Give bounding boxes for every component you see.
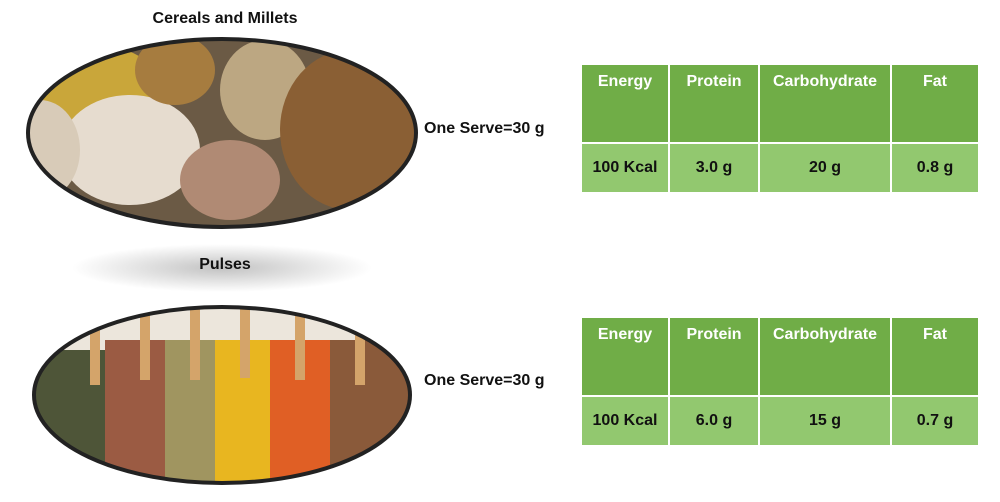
header-cell: Carbohydrate xyxy=(758,63,892,144)
serve-size: One Serve=30 g xyxy=(424,372,545,389)
value-cell: 6.0 g xyxy=(668,395,760,447)
header-cell: Protein xyxy=(668,316,760,397)
serve-size: One Serve=30 g xyxy=(424,120,545,137)
header-row: Energy Protein Carbohydrate Fat xyxy=(580,63,980,144)
pulses-image xyxy=(34,307,410,483)
header-cell: Energy xyxy=(580,63,670,144)
header-cell: Fat xyxy=(890,316,980,397)
value-cell: 100 Kcal xyxy=(580,142,670,194)
nutrition-table: Energy Protein Carbohydrate Fat 100 Kcal 6.0 … xyxy=(580,316,980,447)
value-cell: 0.8 g xyxy=(890,142,980,194)
header-cell: Fat xyxy=(890,63,980,144)
value-cell: 3.0 g xyxy=(668,142,760,194)
header-cell: Protein xyxy=(668,63,760,144)
nutrition-table: Energy Protein Carbohydrate Fat 100 Kcal 3.0 … xyxy=(580,63,980,194)
header-cell: Energy xyxy=(580,316,670,397)
section-title: Pulses xyxy=(199,256,251,273)
value-row: 100 Kcal 6.0 g 15 g 0.7 g xyxy=(580,395,980,447)
value-cell: 100 Kcal xyxy=(580,395,670,447)
cereals-image xyxy=(28,39,416,227)
header-cell: Carbohydrate xyxy=(758,316,892,397)
section-title: Cereals and Millets xyxy=(152,10,298,27)
value-cell: 15 g xyxy=(758,395,892,447)
value-row: 100 Kcal 3.0 g 20 g 0.8 g xyxy=(580,142,980,194)
value-cell: 20 g xyxy=(758,142,892,194)
header-row: Energy Protein Carbohydrate Fat xyxy=(580,316,980,397)
value-cell: 0.7 g xyxy=(890,395,980,447)
